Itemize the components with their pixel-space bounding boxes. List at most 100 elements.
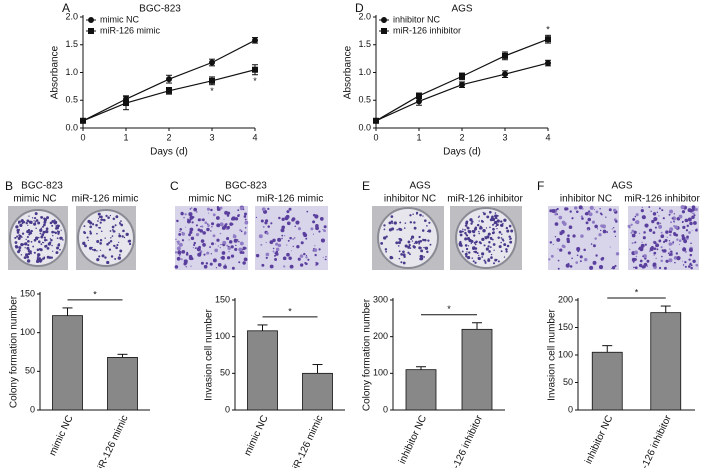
cell — [238, 261, 241, 264]
colony — [83, 225, 86, 228]
colony — [59, 248, 61, 251]
cell — [559, 248, 563, 252]
cell — [264, 219, 269, 223]
cell — [691, 230, 693, 232]
colony — [34, 212, 38, 216]
point — [416, 92, 422, 99]
cell — [305, 254, 308, 257]
colony — [483, 259, 486, 262]
cell — [647, 260, 649, 263]
cell — [226, 237, 230, 241]
colony — [484, 260, 487, 263]
x-tick-label: 1 — [416, 132, 421, 142]
colony — [46, 239, 48, 241]
colony — [83, 231, 86, 234]
cell — [682, 225, 686, 230]
colony — [420, 257, 423, 261]
colony — [421, 255, 424, 258]
colony — [51, 220, 55, 223]
colony — [45, 227, 49, 231]
cell — [203, 264, 208, 269]
cell — [554, 235, 557, 238]
colony — [413, 226, 417, 230]
colony — [466, 234, 469, 237]
cell — [210, 230, 212, 232]
cell — [189, 227, 194, 232]
cell — [299, 263, 304, 267]
colony — [478, 220, 480, 222]
colony — [489, 210, 492, 214]
colony — [468, 251, 471, 254]
cell — [673, 220, 675, 223]
x-tick-label: 4 — [252, 132, 257, 142]
cell — [551, 209, 556, 213]
colony — [415, 212, 418, 215]
colony — [28, 215, 30, 217]
colony — [479, 226, 482, 230]
colony — [40, 215, 44, 219]
cell — [664, 239, 668, 243]
cell — [320, 238, 326, 243]
cell — [190, 236, 195, 241]
colony — [489, 226, 491, 229]
colony — [38, 236, 40, 239]
y-tick-label: 0.0 — [358, 122, 371, 132]
cell — [690, 264, 693, 267]
cell — [260, 219, 264, 223]
cell — [642, 236, 646, 240]
legend-label: miR-126 inhibitor — [393, 25, 461, 35]
colony — [464, 237, 468, 241]
cell — [189, 208, 192, 210]
point — [209, 77, 215, 84]
colony — [45, 230, 48, 233]
cell — [319, 217, 324, 221]
cell — [313, 221, 315, 223]
cell — [193, 207, 197, 212]
y-tick-label: 100 — [20, 327, 35, 337]
cell — [281, 234, 284, 237]
cell — [200, 226, 202, 228]
cell — [277, 237, 282, 242]
cell — [659, 222, 662, 224]
colony — [480, 219, 484, 222]
cell — [238, 240, 240, 243]
cell — [239, 229, 242, 232]
cell — [640, 209, 644, 213]
cell — [313, 248, 318, 252]
colony — [110, 255, 114, 258]
cell — [627, 224, 631, 228]
cell — [209, 246, 211, 248]
cell — [695, 263, 699, 267]
cell — [315, 224, 319, 228]
cell — [653, 241, 657, 245]
colony — [464, 252, 468, 256]
cell — [305, 256, 308, 259]
colony — [59, 236, 63, 240]
legend-marker — [381, 17, 387, 23]
y-tick-label: 100 — [558, 349, 573, 359]
cell — [195, 232, 200, 237]
cell — [206, 227, 210, 232]
cell — [655, 243, 660, 248]
colony — [18, 234, 21, 237]
cell — [566, 237, 570, 241]
colony — [53, 221, 57, 225]
cell — [571, 257, 573, 260]
colony — [22, 220, 26, 224]
colony — [465, 221, 469, 225]
colony — [56, 246, 60, 250]
colony — [414, 240, 418, 244]
cell — [579, 255, 583, 259]
cell — [217, 245, 219, 247]
colony — [492, 262, 496, 265]
cell — [230, 245, 234, 249]
cell — [615, 220, 618, 223]
y-axis-label: Colony formation number — [362, 298, 373, 411]
colony — [418, 235, 421, 239]
colony — [26, 259, 31, 263]
y-tick-label: 0.5 — [358, 95, 371, 105]
colony — [97, 218, 100, 220]
colony — [391, 222, 394, 224]
panel-letter: D — [355, 1, 364, 15]
cell — [207, 224, 210, 227]
